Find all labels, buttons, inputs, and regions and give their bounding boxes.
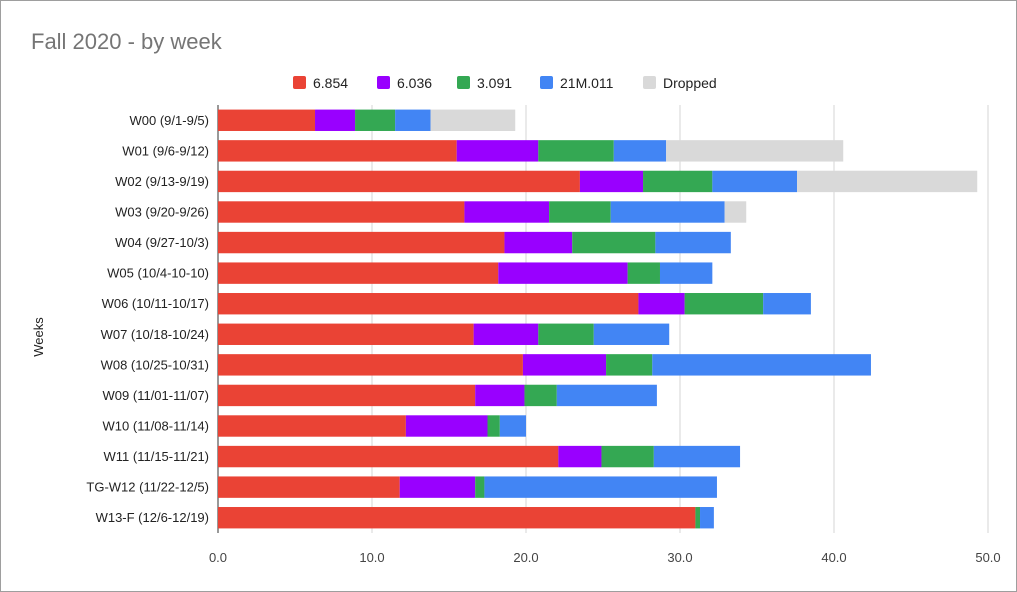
bar-segment[interactable] — [659, 262, 713, 284]
bar-segment[interactable] — [627, 262, 660, 284]
gridlines — [217, 105, 989, 533]
bar-segment[interactable] — [475, 384, 525, 407]
category-label: W05 (10/4-10-10) — [107, 266, 209, 281]
x-tick-label: 50.0 — [975, 550, 1000, 565]
bar-segment[interactable] — [797, 170, 978, 193]
x-tick-labels: 0.0 10.0 20.0 30.0 40.0 50.0 — [209, 550, 1001, 565]
bar-segment[interactable] — [218, 140, 457, 162]
category-label: W03 (9/20-9/26) — [115, 205, 209, 220]
category-label: W08 (10/25-10/31) — [101, 357, 209, 372]
bar-segment[interactable] — [712, 170, 798, 193]
bar-segment[interactable] — [430, 109, 516, 131]
bar-segment[interactable] — [218, 201, 465, 223]
bar-segment[interactable] — [538, 323, 594, 345]
category-label: W07 (10/18-10/24) — [101, 327, 209, 342]
bar-segment[interactable] — [218, 445, 559, 468]
bar-segment[interactable] — [218, 262, 499, 284]
bar-segment[interactable] — [395, 109, 431, 131]
bar-segment[interactable] — [556, 384, 657, 407]
bar-segment[interactable] — [700, 507, 714, 529]
bar-segment[interactable] — [655, 231, 731, 254]
bar-segment[interactable] — [475, 476, 485, 498]
category-label: W10 (11/08-11/14) — [103, 419, 209, 434]
bar-segment[interactable] — [464, 201, 550, 223]
bar-segment[interactable] — [653, 445, 741, 468]
bar-segment[interactable] — [606, 354, 653, 376]
category-labels: W00 (9/1-9/5) W01 (9/6-9/12) W02 (9/13-9/1… — [86, 113, 209, 525]
legend-label: 6.036 — [397, 75, 432, 91]
bar-segment[interactable] — [218, 384, 476, 407]
category-label: W00 (9/1-9/5) — [130, 113, 209, 128]
bar-segment[interactable] — [218, 323, 474, 345]
legend-label: Dropped — [663, 75, 717, 91]
bar-segment[interactable] — [473, 323, 539, 345]
bar-segment[interactable] — [218, 231, 505, 254]
legend-swatch — [377, 76, 390, 89]
bar-segment[interactable] — [218, 415, 406, 437]
bar-segment[interactable] — [613, 140, 667, 162]
bar-segment[interactable] — [498, 262, 628, 284]
chart-title: Fall 2020 - by week — [31, 29, 222, 54]
bar-segment[interactable] — [695, 507, 701, 529]
bar-segment[interactable] — [601, 445, 654, 468]
category-label: W02 (9/13-9/19) — [115, 174, 209, 189]
x-tick-label: 20.0 — [513, 550, 538, 565]
bar-segment[interactable] — [487, 415, 500, 437]
bar-segment[interactable] — [666, 140, 844, 162]
bar-segment[interactable] — [638, 293, 685, 315]
category-label: W06 (10/11-10/17) — [102, 296, 209, 311]
legend-swatch — [293, 76, 306, 89]
legend-label: 3.091 — [477, 75, 512, 91]
x-tick-label: 40.0 — [821, 550, 846, 565]
legend: 6.854 6.036 3.091 21M.011 Dropped — [293, 75, 717, 91]
bar-segment[interactable] — [218, 170, 580, 193]
bar-segment[interactable] — [405, 415, 488, 437]
bar-segment[interactable] — [484, 476, 717, 498]
legend-swatch — [540, 76, 553, 89]
category-label: TG-W12 (11/22-12/5) — [86, 480, 209, 495]
category-label: W04 (9/27-10/3) — [115, 235, 209, 250]
bar-segment[interactable] — [315, 109, 356, 131]
bar-segment[interactable] — [218, 354, 523, 376]
bar-segment[interactable] — [724, 201, 747, 223]
category-label: W11 (11/15-11/21) — [104, 449, 210, 464]
bar-segment[interactable] — [579, 170, 644, 193]
bar-segment[interactable] — [684, 293, 764, 315]
bar-segment[interactable] — [522, 354, 607, 376]
bar-segment[interactable] — [218, 109, 316, 131]
bar-segment[interactable] — [499, 415, 526, 437]
legend-label: 6.854 — [313, 75, 348, 91]
bar-segment[interactable] — [218, 507, 696, 529]
bar-segment[interactable] — [524, 384, 557, 407]
bar-segment[interactable] — [610, 201, 725, 223]
bar-segment[interactable] — [558, 445, 602, 468]
bar-segment[interactable] — [572, 231, 656, 254]
bar-segment[interactable] — [652, 354, 871, 376]
legend-swatch — [457, 76, 470, 89]
bar-segment[interactable] — [399, 476, 476, 498]
bar-segment[interactable] — [593, 323, 670, 345]
bars — [218, 109, 978, 529]
category-label: W01 (9/6-9/12) — [122, 143, 209, 158]
bar-segment[interactable] — [504, 231, 573, 254]
category-label: W09 (11/01-11/07) — [103, 388, 209, 403]
bar-segment[interactable] — [643, 170, 713, 193]
bar-segment[interactable] — [549, 201, 611, 223]
x-tick-label: 0.0 — [209, 550, 227, 565]
category-label: W13-F (12/6-12/19) — [96, 510, 209, 525]
legend-label: 21M.011 — [560, 75, 614, 91]
x-tick-label: 10.0 — [359, 550, 384, 565]
bar-segment[interactable] — [218, 476, 400, 498]
bar-segment[interactable] — [456, 140, 539, 162]
bar-segment[interactable] — [355, 109, 396, 131]
bar-segment[interactable] — [538, 140, 614, 162]
bar-segment[interactable] — [763, 293, 811, 315]
bar-segment[interactable] — [218, 293, 639, 315]
legend-swatch — [643, 76, 656, 89]
x-tick-label: 30.0 — [667, 550, 692, 565]
y-axis-title: Weeks — [31, 317, 46, 357]
